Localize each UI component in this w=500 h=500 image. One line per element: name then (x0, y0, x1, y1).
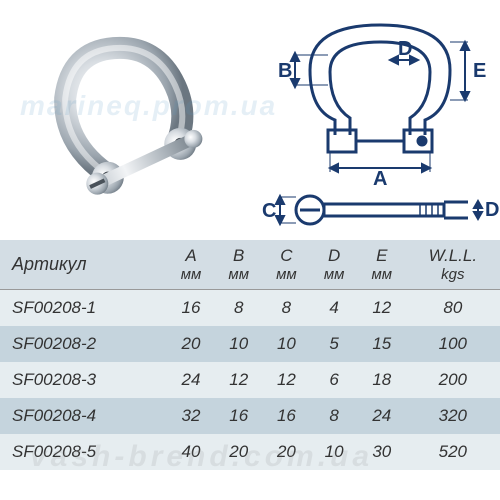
table-cell: 320 (406, 398, 500, 434)
table-cell: 16 (167, 290, 215, 327)
table-header-row: АртикулAммBммCммDммEммW.L.L.kgs (0, 240, 500, 290)
table-cell: 24 (167, 362, 215, 398)
table-cell: 100 (406, 326, 500, 362)
col-header: Cмм (263, 240, 311, 290)
table-cell: 10 (310, 434, 358, 470)
table-cell: 5 (310, 326, 358, 362)
col-header: Aмм (167, 240, 215, 290)
col-header: Dмм (310, 240, 358, 290)
table-cell: 10 (215, 326, 263, 362)
dim-label-d-top: D (398, 38, 412, 60)
table-cell: 18 (358, 362, 406, 398)
table-cell: 20 (263, 434, 311, 470)
table-cell: 20 (167, 326, 215, 362)
dim-label-e: E (473, 60, 486, 82)
table-cell: 24 (358, 398, 406, 434)
spec-table: АртикулAммBммCммDммEммW.L.L.kgs SF00208-… (0, 240, 500, 470)
table-cell: 80 (406, 290, 500, 327)
table-cell: 520 (406, 434, 500, 470)
col-header: W.L.L.kgs (406, 240, 500, 290)
table-row: SF00208-54020201030520 (0, 434, 500, 470)
table-cell: SF00208-3 (0, 362, 167, 398)
table-row: SF00208-4321616824320 (0, 398, 500, 434)
table-cell: 16 (215, 398, 263, 434)
table-cell: SF00208-1 (0, 290, 167, 327)
table-cell: 15 (358, 326, 406, 362)
table-cell: 8 (310, 398, 358, 434)
table-cell: 20 (215, 434, 263, 470)
col-header: Eмм (358, 240, 406, 290)
table-cell: 16 (263, 398, 311, 434)
table-cell: 12 (215, 362, 263, 398)
top-section: B A D E C D (0, 0, 500, 240)
col-header: Bмм (215, 240, 263, 290)
table-cell: 8 (263, 290, 311, 327)
table-cell: 40 (167, 434, 215, 470)
table-row: SF00208-1168841280 (0, 290, 500, 327)
table-cell: 12 (263, 362, 311, 398)
dim-label-b: B (278, 60, 292, 82)
dim-label-d-pin: D (485, 199, 499, 221)
shackle-photo (25, 20, 225, 220)
col-header: Артикул (0, 240, 167, 290)
table-cell: 8 (215, 290, 263, 327)
table-cell: 10 (263, 326, 311, 362)
table-cell: 30 (358, 434, 406, 470)
dim-label-c: C (262, 200, 276, 222)
table-cell: SF00208-5 (0, 434, 167, 470)
table-cell: 4 (310, 290, 358, 327)
table-row: SF00208-3241212618200 (0, 362, 500, 398)
table-body: SF00208-1168841280SF00208-2201010515100S… (0, 290, 500, 471)
product-photo-area (0, 0, 250, 240)
table-cell: 12 (358, 290, 406, 327)
table-cell: SF00208-2 (0, 326, 167, 362)
table-cell: SF00208-4 (0, 398, 167, 434)
table-cell: 6 (310, 362, 358, 398)
table-cell: 200 (406, 362, 500, 398)
dim-label-a: A (373, 168, 387, 190)
table-row: SF00208-2201010515100 (0, 326, 500, 362)
technical-diagram: B A D E C D (250, 0, 500, 240)
table-cell: 32 (167, 398, 215, 434)
